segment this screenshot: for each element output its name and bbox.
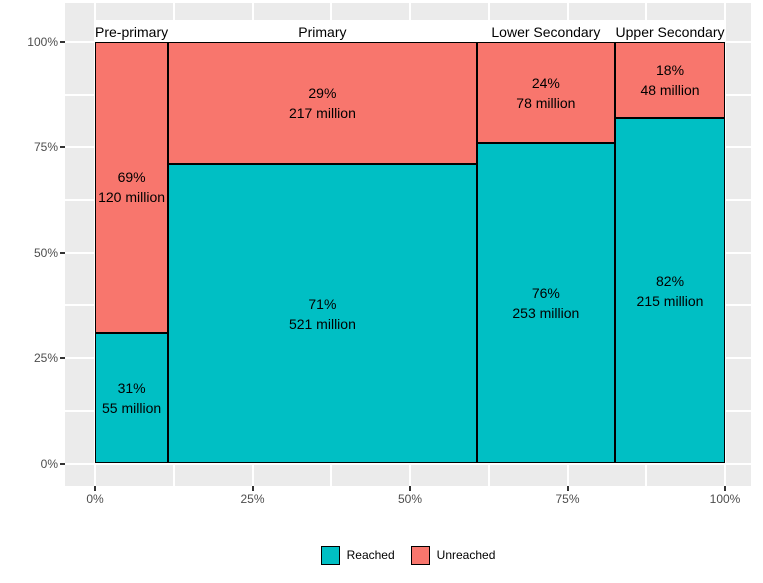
chart-panel: Pre-primary 69% 120 million 31% 55 million Pr… — [65, 3, 751, 486]
segment-count-label: 521 million — [288, 315, 356, 332]
mosaic-segment-unreached: 69% 120 million — [95, 42, 169, 333]
x-tick-label: 25% — [240, 492, 265, 506]
category-label-band — [95, 20, 725, 42]
segment-pct-label: 24% — [531, 74, 560, 91]
mosaic-segment-unreached: 18% 48 million — [615, 42, 725, 118]
mosaic-segment-reached: 76% 253 million — [476, 143, 616, 464]
unreached-swatch-icon — [410, 545, 430, 565]
y-tick-label: 25% — [33, 351, 58, 366]
y-tick-mark — [60, 146, 65, 149]
x-tick-mark — [251, 486, 254, 491]
y-tick-label: 0% — [40, 456, 58, 471]
segment-pct-label: 76% — [531, 285, 560, 302]
segment-pct-label: 29% — [308, 85, 337, 102]
y-tick-mark — [60, 251, 65, 254]
segment-count-label: 215 million — [636, 292, 704, 309]
x-tick-label: 0% — [86, 492, 104, 506]
mosaic-segment-reached: 82% 215 million — [615, 117, 725, 464]
segment-pct-label: 71% — [308, 295, 337, 312]
x-tick-label: 75% — [555, 492, 580, 506]
x-tick-mark — [566, 486, 569, 491]
reached-swatch-icon — [320, 545, 340, 565]
mosaic-segment-reached: 71% 521 million — [168, 164, 477, 464]
category-label: Lower Secondary — [491, 24, 601, 40]
segment-pct-label: 18% — [656, 61, 685, 78]
mosaic-segment-unreached: 24% 78 million — [476, 42, 616, 144]
segment-pct-label: 31% — [117, 380, 146, 397]
x-tick-label: 100% — [709, 492, 741, 506]
y-tick-mark — [60, 357, 65, 360]
x-tick-label: 50% — [397, 492, 423, 506]
segment-pct-label: 69% — [117, 169, 146, 186]
gridline-vertical — [724, 3, 726, 486]
mosaic-segment-reached: 31% 55 million — [95, 332, 169, 464]
segment-count-label: 217 million — [288, 105, 356, 122]
x-tick-mark — [409, 486, 411, 491]
category-label: Pre-primary — [95, 24, 169, 40]
segment-count-label: 120 million — [98, 189, 166, 206]
category-label: Upper Secondary — [615, 24, 725, 40]
segment-count-label: 55 million — [102, 400, 162, 417]
legend-label-reached: Reached — [346, 548, 395, 562]
x-tick-mark — [724, 486, 726, 491]
segment-count-label: 253 million — [512, 305, 580, 322]
category-label: Primary — [298, 24, 347, 40]
legend-item-unreached: Unreached — [410, 545, 496, 565]
legend: Reached Unreached — [65, 544, 751, 566]
legend-item-reached: Reached — [320, 545, 395, 565]
segment-count-label: 78 million — [516, 94, 576, 111]
gridline-horizontal — [65, 462, 751, 465]
y-tick-mark — [60, 462, 65, 465]
y-tick-label: 50% — [33, 245, 58, 260]
legend-label-unreached: Unreached — [436, 548, 496, 562]
y-tick-label: 100% — [27, 35, 58, 49]
y-tick-mark — [60, 41, 65, 43]
mosaic-segment-unreached: 29% 217 million — [168, 42, 477, 165]
y-tick-label: 75% — [33, 140, 58, 155]
segment-count-label: 48 million — [640, 81, 700, 98]
x-tick-mark — [94, 486, 96, 491]
segment-pct-label: 82% — [656, 272, 685, 289]
